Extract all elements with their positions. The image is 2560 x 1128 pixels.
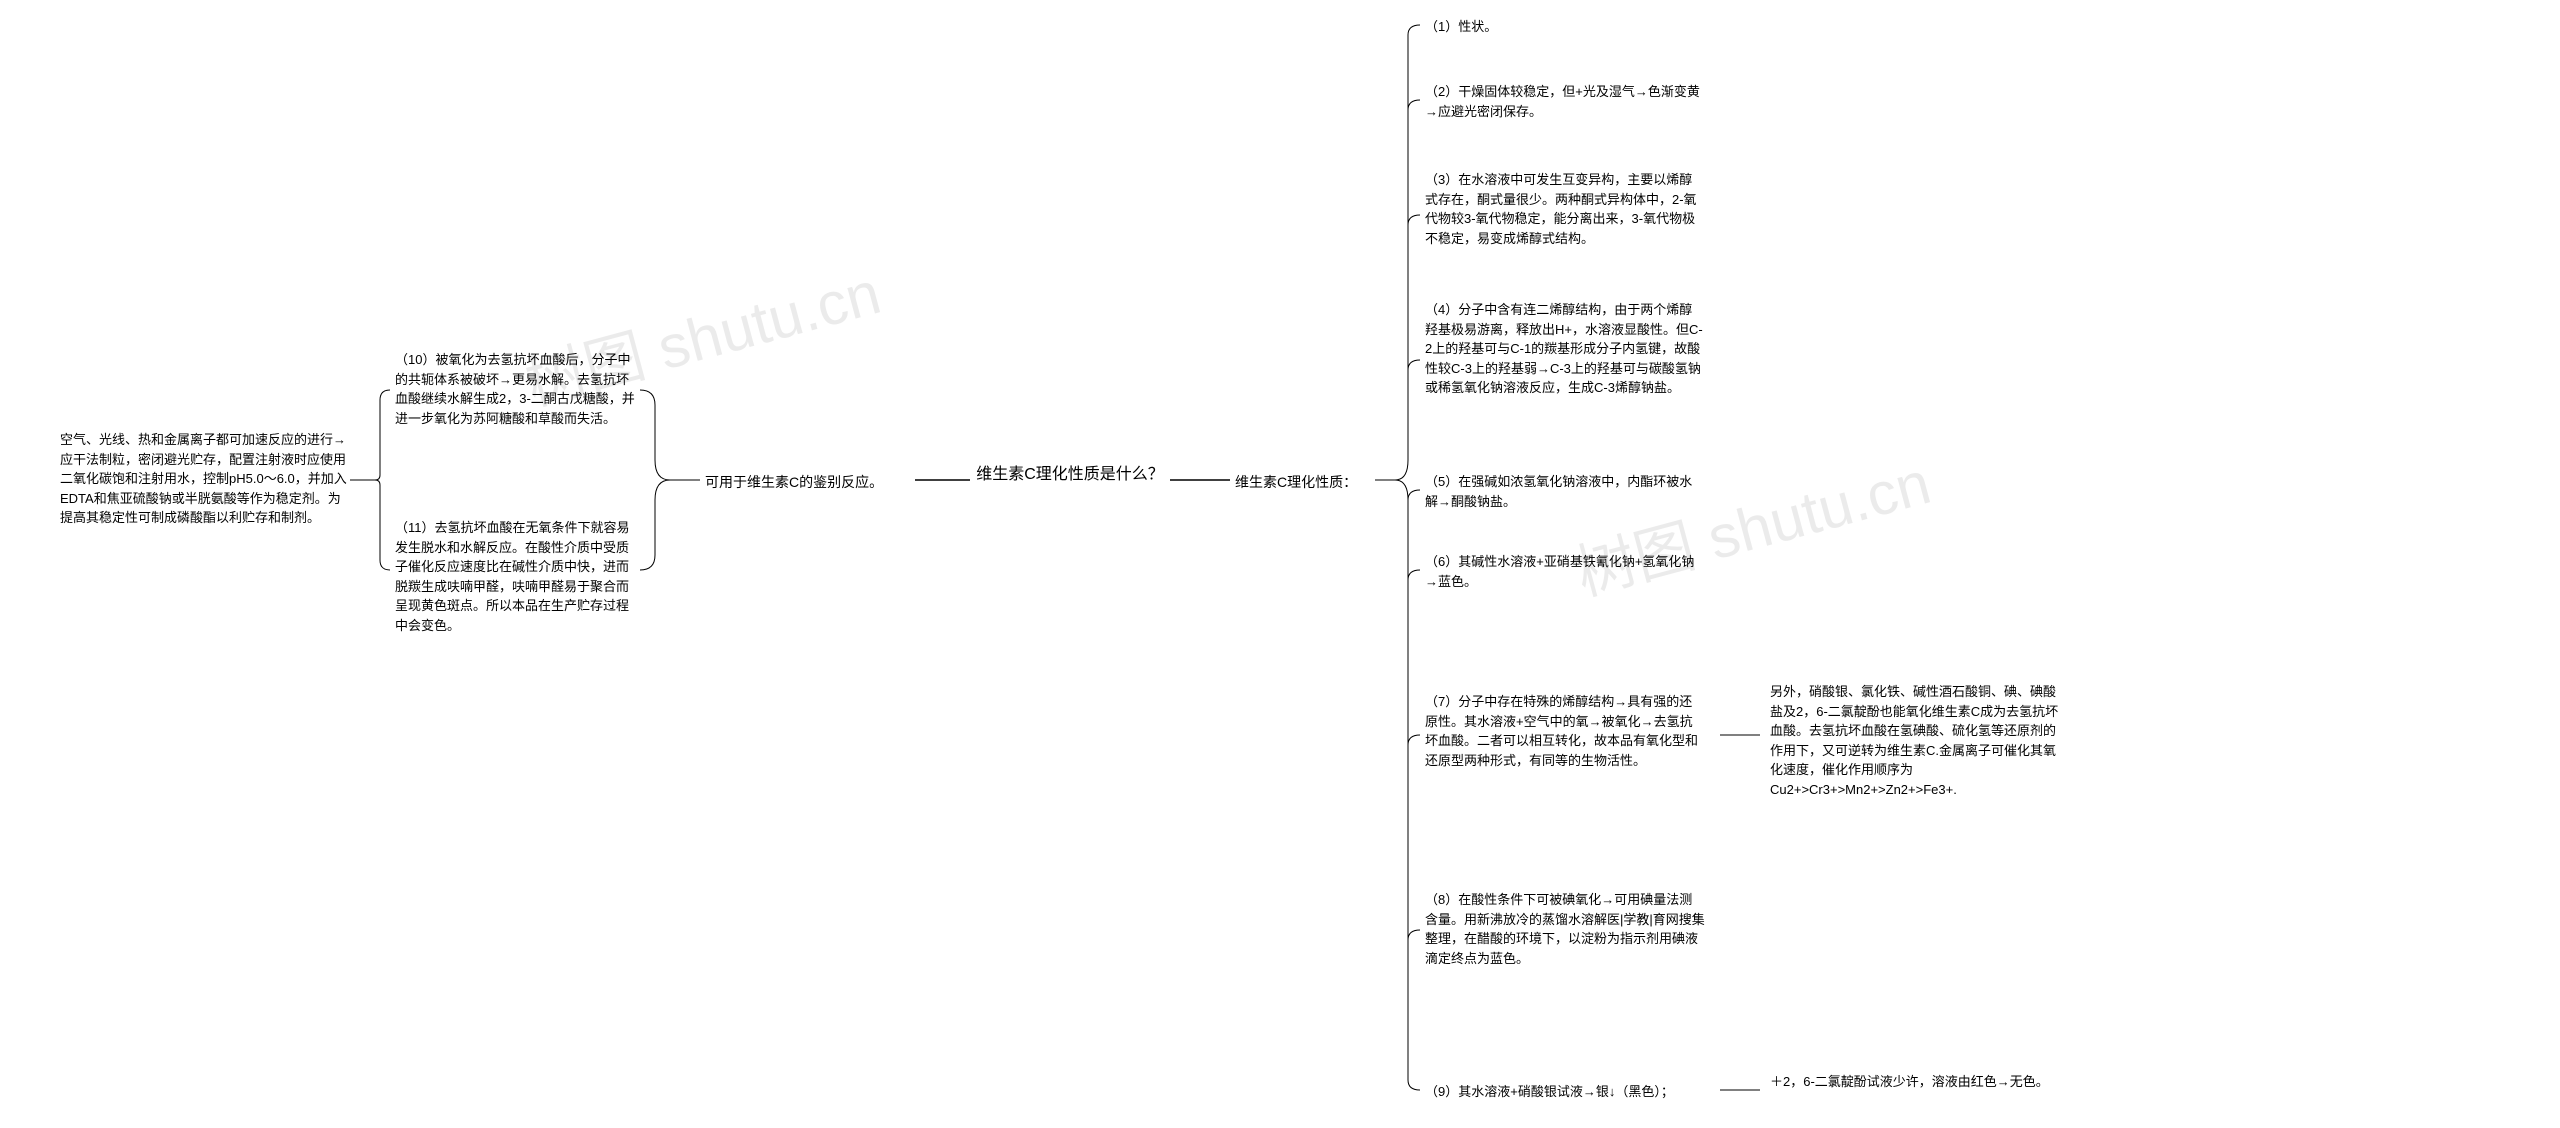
right-item-8-text: （8）在酸性条件下可被碘氧化→可用碘量法测含量。用新沸放冷的蒸馏水溶解医|学教|… <box>1425 892 1705 966</box>
right-item-6: （6）其碱性水溶液+亚硝基铁氰化钠+氢氧化钠→蓝色。 <box>1425 552 1705 591</box>
left-branch-label: 可用于维生素C的鉴别反应。 <box>705 474 883 490</box>
right-branch: 维生素C理化性质： <box>1235 472 1380 493</box>
left-detail-text: 空气、光线、热和金属离子都可加速反应的进行→应干法制粒，密闭避光贮存，配置注射液… <box>60 432 347 525</box>
left-item-10: （10）被氧化为去氢抗坏血酸后，分子中的共轭体系被破坏→更易水解。去氢抗坏血酸继… <box>395 350 640 428</box>
root-node: 维生素C理化性质是什么？ <box>975 463 1165 487</box>
right-item-2-text: （2）干燥固体较稳定，但+光及湿气→色渐变黄→应避光密闭保存。 <box>1425 84 1700 119</box>
right-detail-9: ＋2，6-二氯靛酚试液少许，溶液由红色→无色。 <box>1770 1072 2060 1092</box>
right-item-9: （9）其水溶液+硝酸银试液→银↓（黑色）； <box>1425 1082 1720 1102</box>
left-item-11: （11）去氢抗坏血酸在无氧条件下就容易发生脱水和水解反应。在酸性介质中受质子催化… <box>395 518 640 635</box>
root-label: 维生素C理化性质是什么？ <box>976 466 1164 483</box>
right-item-9-text: （9）其水溶液+硝酸银试液→银↓（黑色）； <box>1425 1084 1674 1099</box>
right-item-7: （7）分子中存在特殊的烯醇结构→具有强的还原性。其水溶液+空气中的氧→被氧化→去… <box>1425 692 1705 770</box>
right-item-3-text: （3）在水溶液中可发生互变异构，主要以烯醇式存在，酮式量很少。两种酮式异构体中，… <box>1425 172 1697 246</box>
right-detail-7-text: 另外，硝酸银、氯化铁、碱性酒石酸铜、碘、碘酸盐及2，6-二氯靛酚也能氧化维生素C… <box>1770 684 2058 797</box>
left-detail: 空气、光线、热和金属离子都可加速反应的进行→应干法制粒，密闭避光贮存，配置注射液… <box>60 430 350 528</box>
left-branch: 可用于维生素C的鉴别反应。 <box>705 472 910 493</box>
right-item-1: （1）性状。 <box>1425 17 1705 37</box>
right-item-5-text: （5）在强碱如浓氢氧化钠溶液中，内酯环被水解→酮酸钠盐。 <box>1425 474 1692 509</box>
right-detail-7: 另外，硝酸银、氯化铁、碱性酒石酸铜、碘、碘酸盐及2，6-二氯靛酚也能氧化维生素C… <box>1770 682 2060 799</box>
left-item-10-text: （10）被氧化为去氢抗坏血酸后，分子中的共轭体系被破坏→更易水解。去氢抗坏血酸继… <box>395 352 635 426</box>
right-item-5: （5）在强碱如浓氢氧化钠溶液中，内酯环被水解→酮酸钠盐。 <box>1425 472 1705 511</box>
right-item-3: （3）在水溶液中可发生互变异构，主要以烯醇式存在，酮式量很少。两种酮式异构体中，… <box>1425 170 1705 248</box>
right-item-6-text: （6）其碱性水溶液+亚硝基铁氰化钠+氢氧化钠→蓝色。 <box>1425 554 1694 589</box>
connector-lines <box>0 0 2560 1128</box>
right-item-4-text: （4）分子中含有连二烯醇结构，由于两个烯醇羟基极易游离，释放出H+，水溶液显酸性… <box>1425 302 1703 395</box>
right-branch-label: 维生素C理化性质： <box>1235 474 1357 490</box>
right-item-1-text: （1）性状。 <box>1425 19 1497 34</box>
right-detail-9-text: ＋2，6-二氯靛酚试液少许，溶液由红色→无色。 <box>1770 1074 2049 1089</box>
right-item-4: （4）分子中含有连二烯醇结构，由于两个烯醇羟基极易游离，释放出H+，水溶液显酸性… <box>1425 300 1705 398</box>
left-item-11-text: （11）去氢抗坏血酸在无氧条件下就容易发生脱水和水解反应。在酸性介质中受质子催化… <box>395 520 630 633</box>
right-item-2: （2）干燥固体较稳定，但+光及湿气→色渐变黄→应避光密闭保存。 <box>1425 82 1705 121</box>
right-item-8: （8）在酸性条件下可被碘氧化→可用碘量法测含量。用新沸放冷的蒸馏水溶解医|学教|… <box>1425 890 1705 968</box>
right-item-7-text: （7）分子中存在特殊的烯醇结构→具有强的还原性。其水溶液+空气中的氧→被氧化→去… <box>1425 694 1698 768</box>
